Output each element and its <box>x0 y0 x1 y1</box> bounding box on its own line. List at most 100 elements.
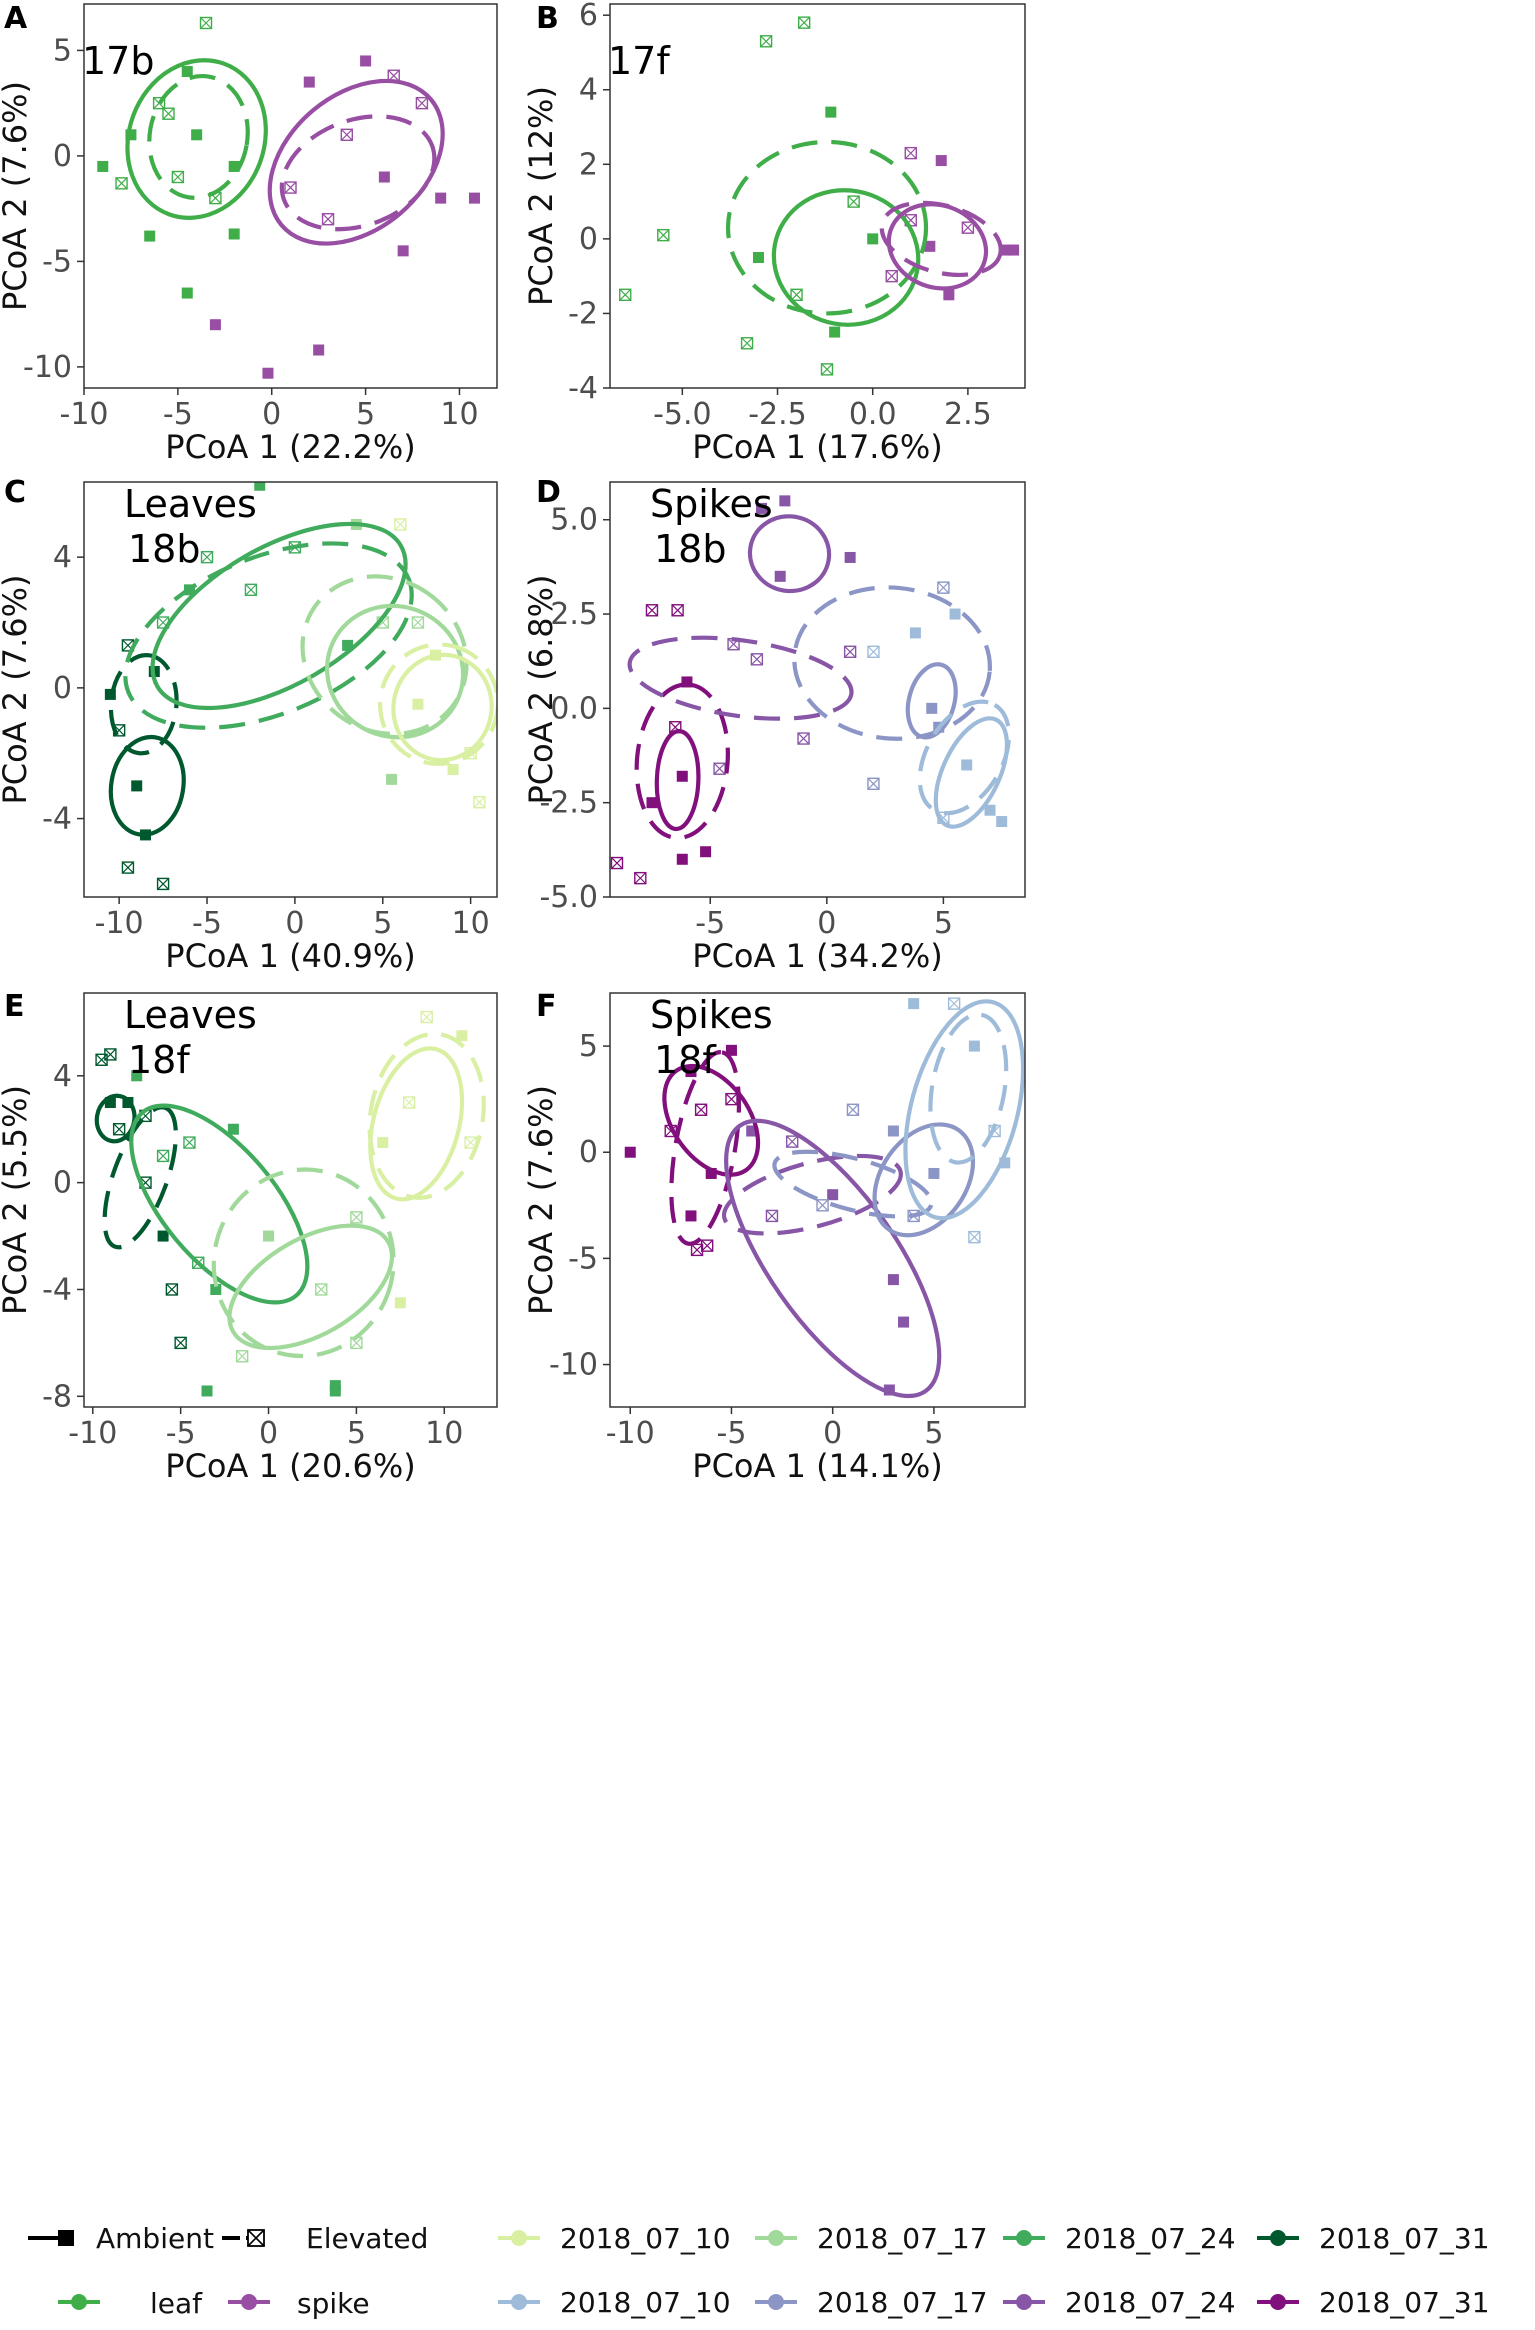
y-tick-label: -2.5 <box>539 786 598 821</box>
x-tick-label: -10 <box>95 906 144 941</box>
panel-border <box>609 3 1026 389</box>
x-axis-title: PCoA 1 (40.9%) <box>165 937 415 975</box>
data-point-elevated <box>690 1243 704 1257</box>
data-point-elevated <box>937 581 950 594</box>
data-point-elevated <box>165 1283 179 1296</box>
confidence-ellipse-elevated <box>378 642 497 766</box>
panel-letter: A <box>4 1 28 36</box>
confidence-ellipse-ambient <box>368 1046 465 1202</box>
x-tick-label: 0.0 <box>849 397 897 432</box>
y-axis-title: PCoA 2 (12%) <box>522 86 560 306</box>
data-point-ambient <box>827 1189 839 1201</box>
data-point-ambient <box>887 1125 899 1137</box>
panel-annotation: 18f <box>128 1038 191 1082</box>
data-point-ambient <box>898 1316 910 1328</box>
elevated-label: Elevated <box>306 2222 428 2255</box>
data-point-ambient <box>329 1385 341 1397</box>
plot-area <box>619 16 1020 376</box>
confidence-ellipse-ambient <box>933 716 1010 829</box>
data-point-ambient <box>961 759 973 771</box>
data-point-ambient <box>700 846 712 858</box>
x-tick-label: 0 <box>823 1416 842 1451</box>
y-tick-label: 0 <box>53 1166 72 1201</box>
y-tick-label: -10 <box>549 1348 598 1383</box>
data-point-elevated <box>235 1350 249 1363</box>
data-point-ambient <box>825 106 837 118</box>
y-tick-label: -4 <box>42 802 72 837</box>
confidence-ellipse-elevated <box>123 541 414 730</box>
data-point-elevated <box>671 604 684 617</box>
x-tick-label: -5 <box>717 1416 747 1451</box>
spike-label: spike <box>297 2287 370 2320</box>
data-point-ambient <box>263 1230 275 1242</box>
data-point-ambient <box>125 129 137 141</box>
confidence-ellipse-elevated <box>367 1031 486 1200</box>
data-point-ambient <box>984 804 996 816</box>
data-point-elevated <box>156 877 170 891</box>
data-point-elevated <box>321 213 335 226</box>
date-label: 2018_07_10 <box>560 2222 731 2255</box>
confidence-ellipse-ambient <box>903 999 1025 1221</box>
spike-date-2: 2018_07_17 <box>755 2286 988 2319</box>
y-tick-label: 4 <box>53 1059 72 1094</box>
panel-tissue-label: Spikes <box>650 993 773 1037</box>
x-tick-label: 10 <box>425 1416 463 1451</box>
data-point-elevated <box>411 616 425 629</box>
data-point-elevated <box>156 1149 170 1163</box>
date-color-key <box>511 2230 527 2246</box>
y-tick-label: -5 <box>568 1241 598 1276</box>
data-point-elevated <box>315 1283 328 1296</box>
x-tick-label: 10 <box>452 906 490 941</box>
y-tick-label: 2 <box>579 147 598 182</box>
data-point-elevated <box>610 856 624 870</box>
date-color-key <box>511 2294 527 2310</box>
x-axis-title: PCoA 1 (22.2%) <box>165 428 415 466</box>
x-tick-label: 5 <box>373 906 392 941</box>
y-axis-title: PCoA 2 (5.5%) <box>0 1085 34 1315</box>
confidence-ellipse-elevated <box>102 1105 178 1250</box>
data-point-elevated <box>162 107 175 120</box>
y-tick-label: 0 <box>579 1135 598 1170</box>
data-point-ambient <box>131 1070 143 1082</box>
y-tick-label: 6 <box>579 0 598 33</box>
date-label: 2018_07_24 <box>1065 2286 1236 2319</box>
data-point-ambient <box>447 764 459 776</box>
confidence-ellipse-ambient <box>267 78 445 246</box>
data-point-ambient <box>1008 244 1020 256</box>
x-tick-label: 0 <box>817 906 836 941</box>
y-tick-label: 0 <box>53 671 72 706</box>
data-point-ambient <box>104 1097 116 1109</box>
legend: Ambient Elevated 2018_07_10 2018_07_17 201… <box>28 2222 1490 2320</box>
data-point-ambient <box>303 76 315 88</box>
data-point-elevated <box>847 195 860 208</box>
y-tick-label: 0 <box>53 139 72 174</box>
data-point-ambient <box>752 252 764 264</box>
panel-letter: E <box>4 989 25 1024</box>
ambient-label: Ambient <box>96 2222 214 2255</box>
data-point-ambient <box>725 1044 737 1056</box>
panel-d: D -5 0 5 -5.0 -2.5 0.0 2.5 5.0 PCoA 1 (34.2%) PCoA… <box>522 475 1026 975</box>
date-color-key <box>1016 2294 1032 2310</box>
date-label: 2018_07_10 <box>560 2286 731 2319</box>
panel-annotation: 18b <box>654 527 726 571</box>
leaf-date-3: 2018_07_24 <box>1003 2222 1236 2255</box>
data-point-ambient <box>378 171 390 183</box>
date-color-key <box>1016 2230 1032 2246</box>
data-point-elevated <box>244 583 258 597</box>
x-tick-label: 0 <box>259 1416 278 1451</box>
confidence-ellipse-elevated <box>627 635 854 721</box>
x-tick-label: -2.5 <box>748 397 807 432</box>
data-point-elevated <box>700 1239 714 1252</box>
panel-e: E -10 -5 0 5 10 -8 -4 0 4 PCoA 1 (20.6%) PCoA 2 (5.… <box>0 989 498 1485</box>
data-point-ambient <box>435 192 447 204</box>
data-point-elevated <box>713 762 726 775</box>
panel-b: B -5.0 -2.5 0.0 2.5 -4 -2 0 2 4 6 PCoA 1 (17.6%) PCo… <box>522 0 1026 466</box>
y-tick-label: -4 <box>568 371 598 406</box>
confidence-ellipse-elevated <box>792 585 992 741</box>
confidence-ellipse-elevated <box>211 1167 396 1359</box>
panel-c: C -10 -5 0 5 10 -4 0 4 PCoA 1 (40.9%) PCoA 2 (7.6%… <box>0 475 498 975</box>
data-point-ambient <box>157 1230 169 1242</box>
data-point-ambient <box>887 1274 899 1286</box>
y-tick-label: -5 <box>42 244 72 279</box>
data-point-elevated <box>820 363 834 376</box>
